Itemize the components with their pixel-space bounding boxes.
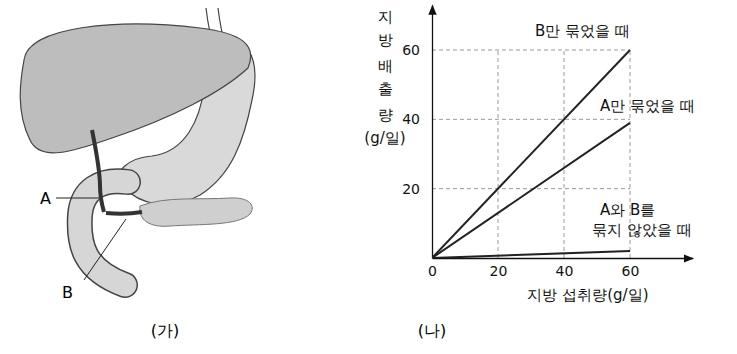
x-tick: 60 xyxy=(622,258,640,279)
grid-line-x xyxy=(498,50,499,258)
x-tick-label: 60 xyxy=(622,263,640,279)
x-axis-title: 지방 섭취량(g/일) xyxy=(527,286,648,304)
y-tick: 60 xyxy=(402,42,432,58)
x-tick: 20 xyxy=(490,258,508,279)
pancreas xyxy=(140,198,252,226)
x-axis: 0 20 40 60 xyxy=(428,258,693,279)
series-label: A만 묶었을 때 xyxy=(600,97,695,115)
series-labels: B만 묶었을 때 A만 묶었을 때 A와 B를묶지 않았을 때 xyxy=(535,22,695,239)
y-tick: 40 xyxy=(402,111,432,127)
x-tick-label: 0 xyxy=(428,263,437,279)
caption: (나) xyxy=(418,321,446,340)
x-tick: 0 xyxy=(428,258,437,279)
figure: A B (가) 0 20 40 60 20 40 60 B만 묶었을 때 A만 묶었을 때 A와 B를묶… xyxy=(0,0,737,354)
grid-line-y xyxy=(432,50,630,51)
y-tick-label: 20 xyxy=(402,181,420,197)
x-tick-label: 40 xyxy=(556,263,574,279)
y-axis: 20 40 60 xyxy=(402,5,432,258)
anatomy-diagram: A B (가) xyxy=(20,8,255,340)
line-chart: 0 20 40 60 20 40 60 B만 묶었을 때 A만 묶었을 때 A와 B를묶지 않았을… xyxy=(364,5,694,340)
y-axis-title: 지방배출량(g/일) xyxy=(364,8,405,147)
bile-duct-a xyxy=(92,130,104,212)
series-line xyxy=(432,251,630,258)
grid-line-y xyxy=(432,188,630,189)
x-axis-line xyxy=(433,258,694,259)
pancreatic-duct-b xyxy=(106,212,142,214)
series-label: A와 B를묶지 않았을 때 xyxy=(592,201,692,239)
y-tick: 20 xyxy=(402,181,432,197)
label-b: B xyxy=(62,283,73,302)
pointer-b xyxy=(84,219,126,280)
x-tick: 40 xyxy=(556,258,574,279)
x-tick-label: 20 xyxy=(490,263,508,279)
liver xyxy=(20,24,250,153)
caption: (가) xyxy=(151,321,179,340)
y-tick-label: 40 xyxy=(402,111,420,127)
pointer-a xyxy=(56,198,99,199)
grid-line-x xyxy=(564,50,565,258)
y-tick-label: 60 xyxy=(402,42,420,58)
grid-line-y xyxy=(432,119,630,120)
duodenum xyxy=(80,181,128,285)
duodenum-outline xyxy=(80,181,128,285)
label-a: A xyxy=(40,189,51,208)
series-label: B만 묶었을 때 xyxy=(535,22,630,40)
y-axis-line xyxy=(432,5,433,258)
